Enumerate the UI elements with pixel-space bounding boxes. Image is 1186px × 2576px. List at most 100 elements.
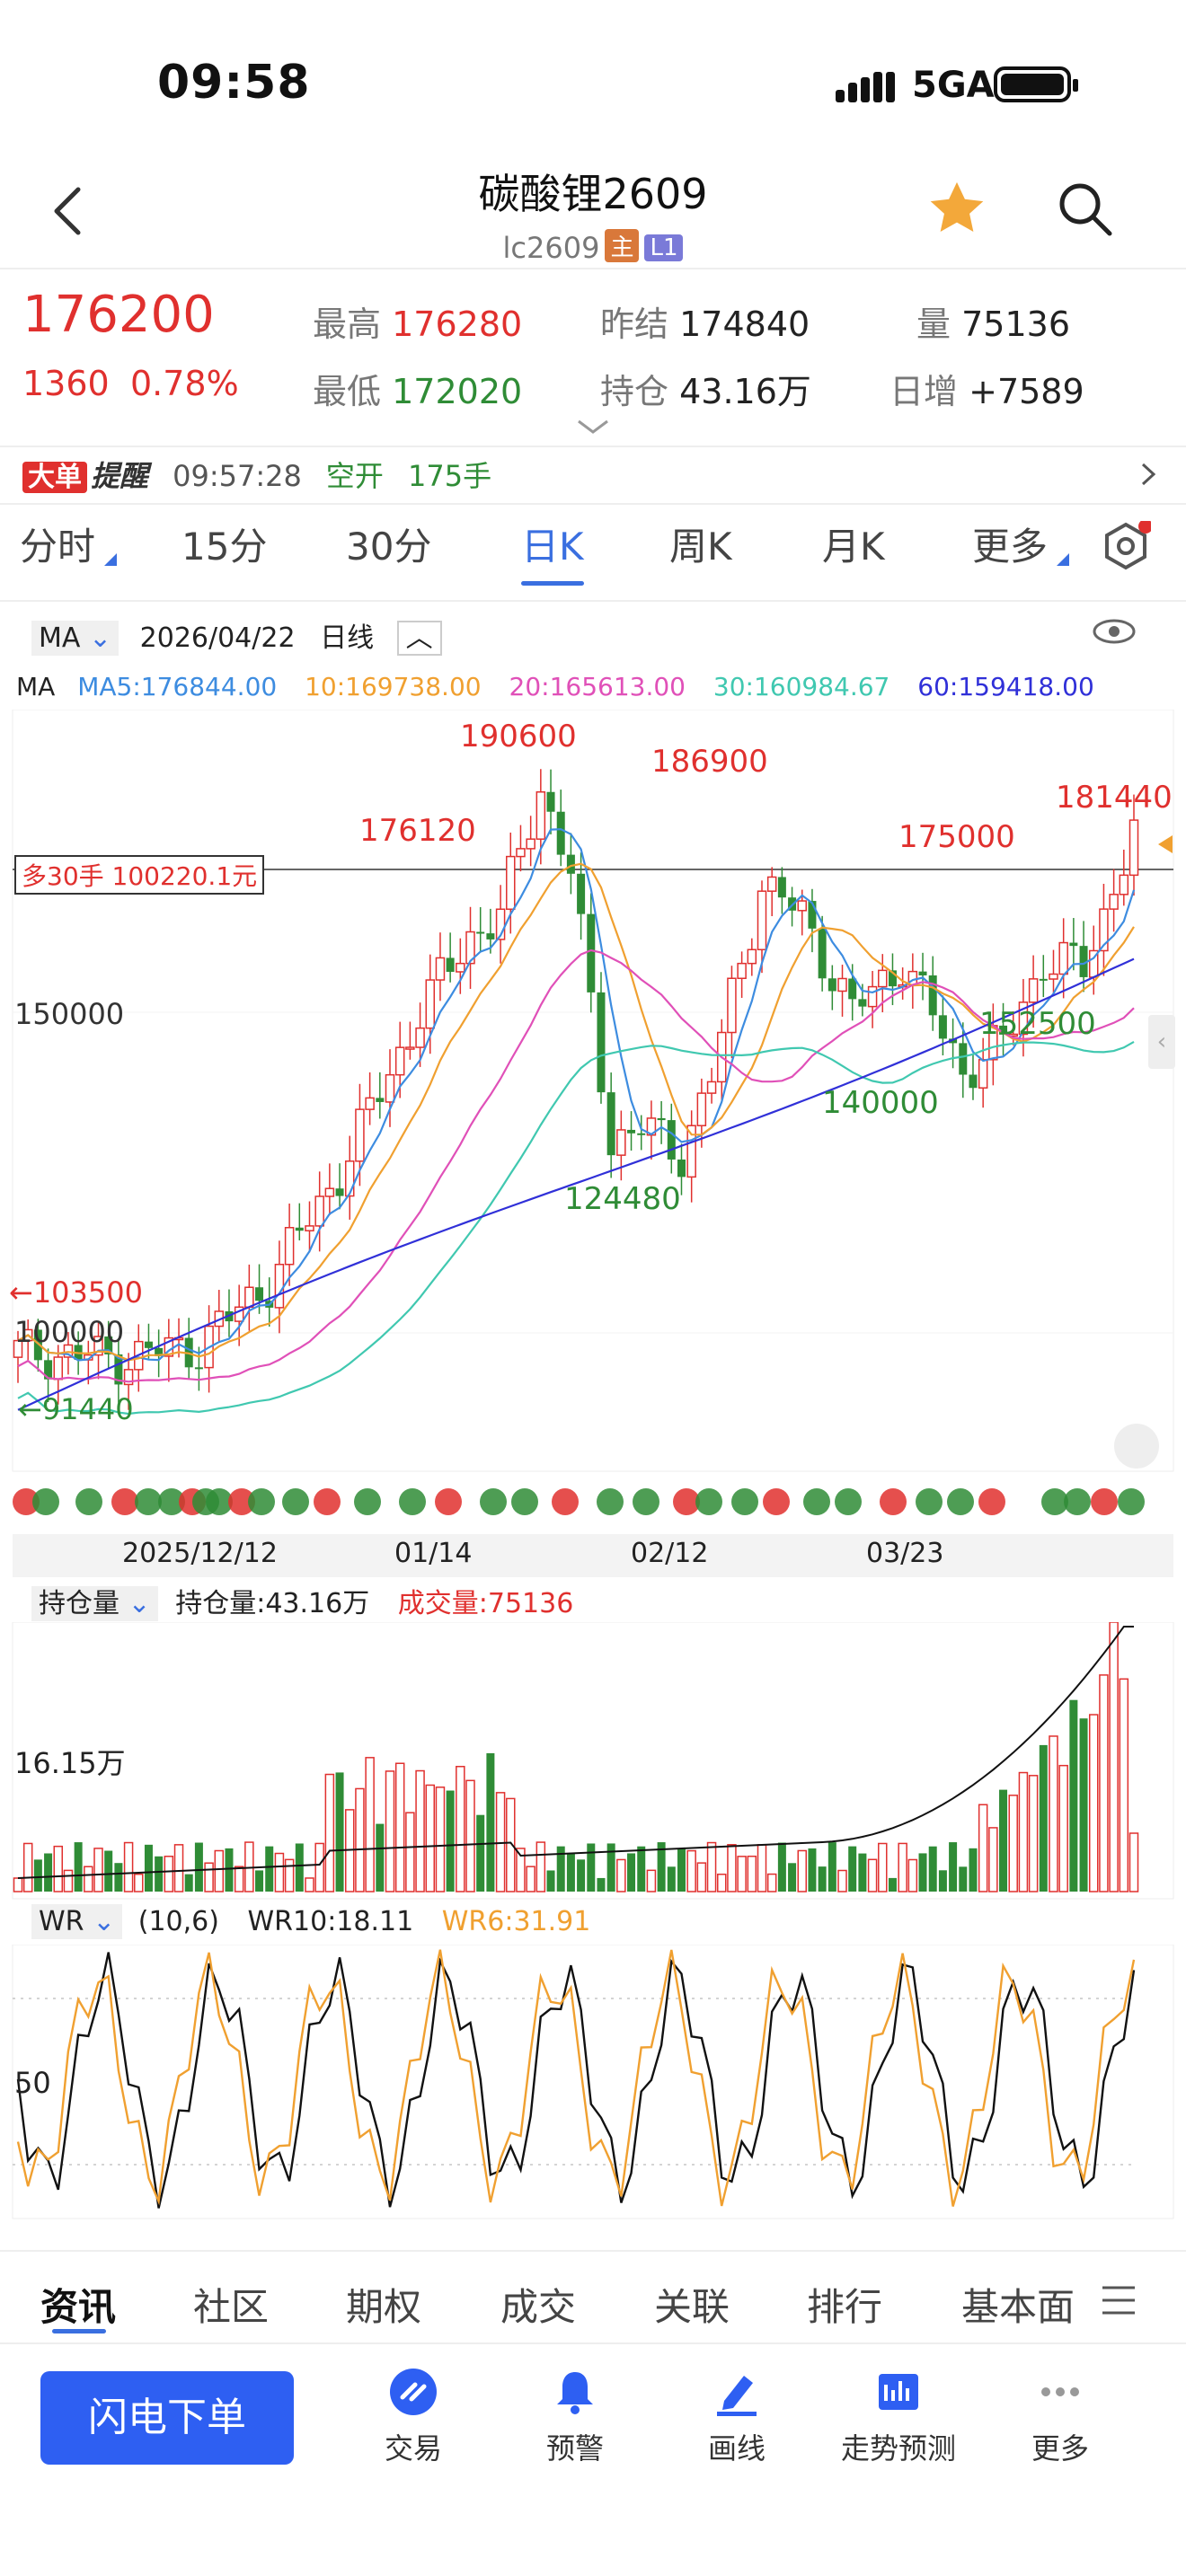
tab-related[interactable]: 关联 xyxy=(654,2285,730,2329)
menu-icon[interactable] xyxy=(1101,2284,1137,2320)
tab-intraday[interactable]: 分时 xyxy=(20,525,96,569)
tab-more[interactable]: 更多 xyxy=(972,525,1049,569)
settings-hex-icon[interactable] xyxy=(1101,519,1153,575)
ai-marker[interactable] xyxy=(731,1488,758,1515)
wr-indicator-selector[interactable]: WR ⌄ xyxy=(31,1904,123,1939)
eye-icon[interactable] xyxy=(1092,618,1137,648)
tab-options[interactable]: 期权 xyxy=(346,2285,422,2329)
volume-bar xyxy=(686,1849,696,1892)
ai-marker[interactable] xyxy=(835,1488,862,1515)
ai-marker[interactable] xyxy=(597,1488,624,1515)
ai-marker[interactable] xyxy=(1091,1488,1118,1515)
dropdown-corner-icon xyxy=(104,552,117,569)
date-tick: 01/14 xyxy=(394,1538,473,1569)
nav-forecast[interactable]: 走势预测 xyxy=(818,2367,979,2467)
tab-ranking[interactable]: 排行 xyxy=(807,2285,883,2329)
candle-body xyxy=(1109,894,1119,910)
volume-bar xyxy=(265,1846,274,1892)
candle-body xyxy=(1069,942,1078,947)
position-tag[interactable]: 多30手 100220.1元 xyxy=(14,855,265,895)
tab-15min[interactable]: 15分 xyxy=(181,525,268,569)
volume-chart[interactable] xyxy=(0,1622,1186,1901)
volume-bar xyxy=(456,1766,465,1892)
candle-body xyxy=(526,838,535,850)
candle-body xyxy=(686,1125,696,1178)
ai-marker[interactable] xyxy=(1118,1488,1145,1515)
ai-marker[interactable] xyxy=(916,1488,943,1515)
nav-alert[interactable]: 预警 xyxy=(494,2367,656,2467)
side-handle[interactable]: ‹ xyxy=(1148,1015,1175,1069)
volume-indicator-selector[interactable]: 持仓量 ⌄ xyxy=(31,1586,158,1621)
ai-marker[interactable] xyxy=(282,1488,309,1515)
ai-marker[interactable] xyxy=(763,1488,790,1515)
tab-news[interactable]: 资讯 xyxy=(40,2285,117,2329)
candle-body xyxy=(1018,1001,1029,1036)
volume-bar xyxy=(63,1869,74,1892)
collapse-button[interactable]: ︿ xyxy=(396,621,442,656)
ai-marker[interactable] xyxy=(633,1488,659,1515)
ai-marker[interactable] xyxy=(399,1488,426,1515)
wr-y-tick: 50 xyxy=(14,2066,51,2100)
ai-marker[interactable] xyxy=(511,1488,538,1515)
ai-marker[interactable] xyxy=(75,1488,102,1515)
candle-body xyxy=(828,978,836,992)
flash-order-button[interactable]: 闪电下单 xyxy=(40,2371,294,2465)
ai-marker[interactable] xyxy=(1064,1488,1091,1515)
ai-marker[interactable] xyxy=(480,1488,507,1515)
volume-bar xyxy=(104,1850,113,1892)
big-order-alert[interactable]: 大单 提醒 09:57:28 空开 175手 xyxy=(22,454,491,497)
ai-marker[interactable] xyxy=(135,1488,162,1515)
star-icon[interactable] xyxy=(925,180,988,243)
nav-trade[interactable]: 交易 xyxy=(332,2367,494,2467)
candle-body xyxy=(335,1188,344,1196)
volume-bar xyxy=(818,1866,827,1892)
volume-bar xyxy=(114,1863,123,1892)
search-icon[interactable] xyxy=(1056,180,1115,243)
volume-bar xyxy=(305,1877,314,1892)
tab-weekly-k[interactable]: 周K xyxy=(669,525,732,569)
nav-draw[interactable]: 画线 xyxy=(656,2367,818,2467)
ai-marker[interactable] xyxy=(803,1488,830,1515)
tab-monthly-k[interactable]: 月K xyxy=(822,525,885,569)
ai-marker[interactable] xyxy=(552,1488,579,1515)
kline-chart[interactable] xyxy=(0,710,1186,1482)
ai-marker[interactable] xyxy=(32,1488,59,1515)
back-icon[interactable] xyxy=(49,184,85,242)
indicator-selector[interactable]: MA ⌄ xyxy=(31,621,119,656)
candle-body xyxy=(344,1160,355,1197)
prev-settle-label: 昨结 xyxy=(600,304,669,344)
candle-body xyxy=(858,999,867,1007)
volume-bar xyxy=(335,1772,344,1892)
tab-30min[interactable]: 30分 xyxy=(346,525,432,569)
ai-marker[interactable] xyxy=(354,1488,381,1515)
fullscreen-icon[interactable] xyxy=(1114,1424,1159,1469)
network-type: 5GA xyxy=(912,65,995,106)
chevron-right-icon[interactable] xyxy=(1139,461,1157,491)
ai-marker[interactable] xyxy=(978,1488,1005,1515)
ai-marker[interactable] xyxy=(435,1488,462,1515)
wr-chart[interactable] xyxy=(0,1945,1186,2223)
nav-more[interactable]: 更多 xyxy=(979,2367,1141,2467)
volume-bar xyxy=(696,1862,707,1892)
ai-marker[interactable] xyxy=(314,1488,341,1515)
ai-marker[interactable] xyxy=(111,1488,138,1515)
volume-panel-header: 持仓量 ⌄ 持仓量:43.16万 成交量:75136 xyxy=(31,1581,573,1621)
tab-fundamentals[interactable]: 基本面 xyxy=(961,2285,1075,2329)
ai-marker[interactable] xyxy=(248,1488,275,1515)
tab-community[interactable]: 社区 xyxy=(193,2285,270,2329)
ai-marker[interactable] xyxy=(947,1488,974,1515)
volume-bar xyxy=(1018,1771,1029,1892)
candle-body xyxy=(938,1015,947,1039)
volume-bar xyxy=(878,1842,888,1892)
ai-marker[interactable] xyxy=(880,1488,907,1515)
ai-marker-strip[interactable] xyxy=(13,1486,1173,1519)
candle-body xyxy=(385,1073,395,1103)
tab-trades[interactable]: 成交 xyxy=(500,2285,577,2329)
tab-daily-k[interactable]: 日K xyxy=(521,516,584,586)
volume-bar xyxy=(657,1842,666,1892)
volume-bar xyxy=(1119,1678,1129,1892)
volume-bar xyxy=(446,1790,455,1892)
ai-marker[interactable] xyxy=(695,1488,722,1515)
expand-chevron-icon[interactable] xyxy=(575,418,611,439)
volume-bar xyxy=(184,1874,193,1892)
